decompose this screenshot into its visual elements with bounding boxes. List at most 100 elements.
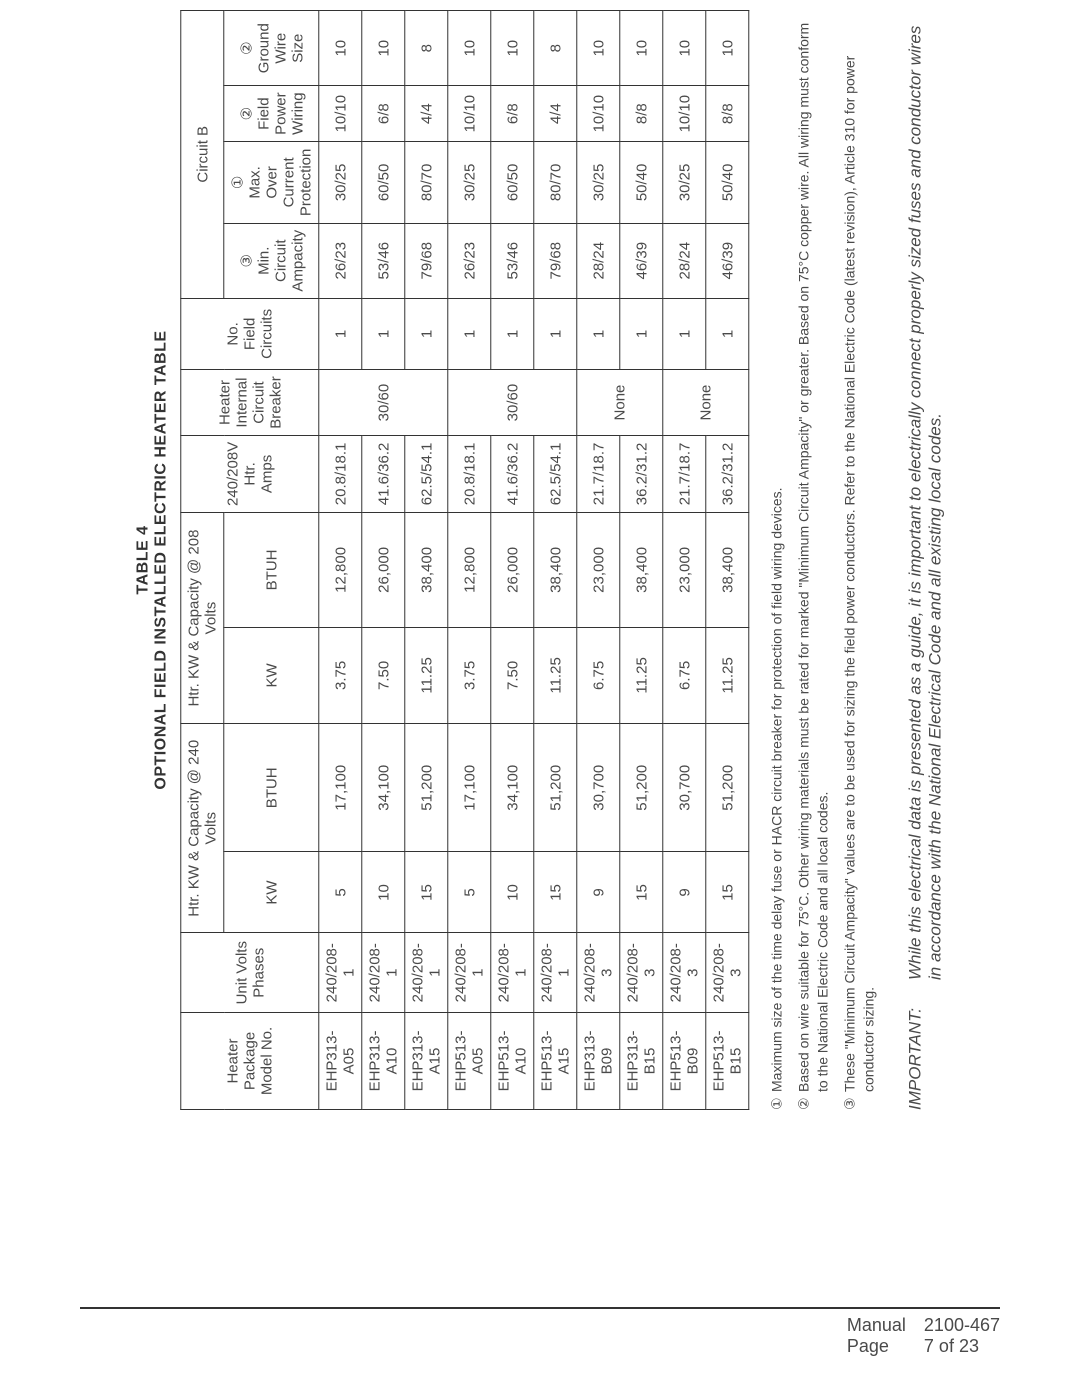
cell-btuh240: 51,200	[534, 724, 577, 852]
cell-kw240: 10	[491, 852, 534, 933]
col-kw-240: KW	[224, 852, 319, 933]
col-btuh-240: BTUH	[224, 724, 319, 852]
cell-kw240: 5	[319, 852, 362, 933]
cell-btuh208: 38,400	[620, 513, 663, 628]
cell-uv: 240/208-1	[448, 933, 491, 1012]
cell-max: 30/25	[319, 141, 362, 223]
cell-fpw: 10/10	[663, 86, 706, 142]
cell-min: 53/46	[362, 223, 405, 298]
cell-gnd: 10	[362, 11, 405, 86]
cell-max: 30/25	[663, 141, 706, 223]
cell-gnd: 10	[319, 11, 362, 86]
cell-btuh208: 12,800	[448, 513, 491, 628]
cell-btuh240: 30,700	[577, 724, 620, 852]
footer-grid: Manual 2100-467 Page 7 of 23	[847, 1315, 1000, 1357]
cell-max: 80/70	[534, 141, 577, 223]
cell-max: 30/25	[448, 141, 491, 223]
cell-amps: 41.6/36.2	[491, 435, 534, 512]
cell-min: 26/23	[319, 223, 362, 298]
cell-fpw: 4/4	[405, 86, 448, 142]
important-text: While this electrical data is presented …	[906, 10, 946, 980]
cell-max: 30/25	[577, 141, 620, 223]
cell-btuh240: 51,200	[405, 724, 448, 852]
cell-hib: None	[663, 370, 749, 436]
cell-nfc: 1	[534, 298, 577, 370]
col-nfc: No. FieldCircuits	[181, 298, 319, 370]
rotated-content: TABLE 4 OPTIONAL FIELD INSTALLED ELECTRI…	[134, 10, 945, 1110]
cell-kw240: 15	[534, 852, 577, 933]
cell-uv: 240/208-1	[491, 933, 534, 1012]
cell-uv: 240/208-1	[534, 933, 577, 1012]
col-btuh-208: BTUH	[224, 513, 319, 628]
cell-kw208: 11.25	[534, 627, 577, 723]
col-min-amp: ③Min.CircuitAmpacity	[224, 223, 319, 298]
note-3: ③ These "Minimum Circuit Ampacity" value…	[840, 10, 878, 1110]
cell-hib: None	[577, 370, 663, 436]
table-row: EHP513-A05240/208-1517,1003.7512,80020.8…	[448, 11, 491, 1110]
cell-max: 60/50	[362, 141, 405, 223]
cell-gnd: 10	[491, 11, 534, 86]
cell-hib: 30/60	[448, 370, 577, 436]
table-row: EHP513-A15240/208-11551,20011.2538,40062…	[534, 11, 577, 1110]
cell-btuh240: 17,100	[448, 724, 491, 852]
cell-min: 79/68	[534, 223, 577, 298]
cell-max: 50/40	[620, 141, 663, 223]
cell-kw208: 6.75	[663, 627, 706, 723]
cell-btuh208: 23,000	[577, 513, 620, 628]
col-hib: HeaterInternalCircuitBreaker	[181, 370, 319, 436]
note-text-1: Maximum size of the time delay fuse or H…	[767, 10, 786, 1092]
cell-btuh208: 26,000	[362, 513, 405, 628]
note-2: ② Based on wire suitable for 75°C. Other…	[794, 10, 832, 1110]
cell-min: 28/24	[577, 223, 620, 298]
table-row: EHP513-B09240/208-3930,7006.7523,00021.7…	[663, 11, 706, 1110]
cell-nfc: 1	[706, 298, 749, 370]
page-footer: Manual 2100-467 Page 7 of 23	[80, 1307, 1000, 1357]
cell-gnd: 10	[620, 11, 663, 86]
cell-uv: 240/208-3	[620, 933, 663, 1012]
col-amps: 240/208VHtr.Amps	[181, 435, 319, 512]
cell-btuh240: 51,200	[620, 724, 663, 852]
title-line-1: TABLE 4	[134, 10, 152, 1110]
cell-nfc: 1	[405, 298, 448, 370]
cell-uv: 240/208-3	[663, 933, 706, 1012]
table-row: EHP513-B15240/208-31551,20011.2538,40036…	[706, 11, 749, 1110]
cell-amps: 21.7/18.7	[663, 435, 706, 512]
cell-kw208: 11.25	[706, 627, 749, 723]
cell-nfc: 1	[577, 298, 620, 370]
table-row: EHP313-A05240/208-1517,1003.7512,80020.8…	[319, 11, 362, 1110]
cell-hib: 30/60	[319, 370, 448, 436]
col-kw-208: KW	[224, 627, 319, 723]
cell-min: 46/39	[620, 223, 663, 298]
cell-min: 53/46	[491, 223, 534, 298]
cell-max: 60/50	[491, 141, 534, 223]
table-row: EHP313-B09240/208-3930,7006.7523,00021.7…	[577, 11, 620, 1110]
cell-kw208: 7.50	[362, 627, 405, 723]
note-1: ① Maximum size of the time delay fuse or…	[767, 10, 786, 1110]
important-note: IMPORTANT: While this electrical data is…	[906, 10, 946, 1110]
cell-gnd: 10	[577, 11, 620, 86]
table-row: EHP313-A15240/208-11551,20011.2538,40062…	[405, 11, 448, 1110]
col-cap240: Htr. KW & Capacity @ 240 Volts	[181, 724, 224, 933]
cell-gnd: 10	[706, 11, 749, 86]
title-line-2: OPTIONAL FIELD INSTALLED ELECTRIC HEATER…	[152, 10, 170, 1110]
cell-model: EHP513-B09	[663, 1012, 706, 1109]
cell-model: EHP513-A05	[448, 1012, 491, 1109]
cell-gnd: 10	[448, 11, 491, 86]
cell-btuh208: 38,400	[405, 513, 448, 628]
cell-kw240: 9	[663, 852, 706, 933]
cell-kw208: 11.25	[620, 627, 663, 723]
cell-model: EHP313-A05	[319, 1012, 362, 1109]
footer-page-label: Page	[847, 1336, 906, 1357]
cell-btuh240: 51,200	[706, 724, 749, 852]
cell-btuh208: 26,000	[491, 513, 534, 628]
cell-min: 26/23	[448, 223, 491, 298]
cell-fpw: 10/10	[448, 86, 491, 142]
note-text-2: Based on wire suitable for 75°C. Other w…	[794, 10, 832, 1092]
table-title: TABLE 4 OPTIONAL FIELD INSTALLED ELECTRI…	[134, 10, 170, 1110]
cell-btuh208: 38,400	[706, 513, 749, 628]
cell-kw240: 10	[362, 852, 405, 933]
cell-btuh240: 17,100	[319, 724, 362, 852]
cell-model: EHP313-A10	[362, 1012, 405, 1109]
table-row: EHP313-B15240/208-31551,20011.2538,40036…	[620, 11, 663, 1110]
col-field-pw: ②FieldPowerWiring	[224, 86, 319, 142]
